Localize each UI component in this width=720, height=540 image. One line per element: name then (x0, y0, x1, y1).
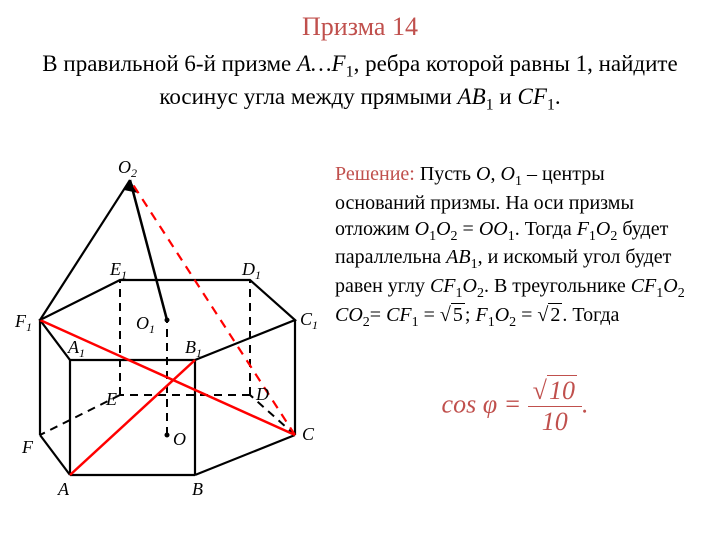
svg-text:D1: D1 (241, 259, 261, 282)
t: . Тогда (562, 304, 619, 326)
svg-text:O1: O1 (136, 313, 155, 336)
svg-text:A1: A1 (67, 337, 85, 360)
sub: 1 (515, 174, 522, 189)
sub: 1 (547, 96, 555, 113)
prism-diagram: A B C D E F A1 B1 C1 D1 E1 F1 O O1 O2 (10, 135, 330, 515)
t: . В треугольнике (484, 275, 631, 297)
var: F (577, 218, 589, 240)
svg-text:F1: F1 (14, 311, 32, 334)
problem-part: В правильной 6-й призме (42, 51, 297, 76)
eq: = (497, 389, 528, 418)
sub: 1 (486, 96, 494, 113)
sqrt-5: √5 (440, 303, 465, 329)
svg-text:D: D (255, 384, 269, 404)
phi: φ (483, 389, 497, 418)
var: O (463, 275, 477, 297)
sub: 2 (451, 229, 458, 244)
svg-text:A: A (57, 479, 70, 499)
problem-text: В правильной 6-й призме A…F1, ребра кото… (30, 50, 690, 115)
slide-title: Призма 14 (0, 12, 720, 42)
t: = (458, 218, 479, 240)
sub: 1 (456, 286, 463, 301)
var: A…F (297, 51, 346, 76)
var: CO (335, 304, 363, 326)
svg-text:B: B (192, 479, 203, 499)
var: O (596, 218, 610, 240)
var: AB (446, 246, 470, 268)
sub: 1 (488, 315, 495, 330)
t: ; (465, 304, 476, 326)
sub: 1 (346, 64, 354, 81)
dot: . (582, 389, 589, 418)
t: = (516, 304, 537, 326)
problem-part: и (494, 84, 518, 109)
t: = (370, 304, 386, 326)
var: O (495, 304, 509, 326)
var: OO (479, 218, 508, 240)
var: CF (517, 84, 546, 109)
sub: 1 (589, 229, 596, 244)
t: , (491, 163, 501, 185)
svg-text:O2: O2 (118, 157, 137, 180)
var: AB (458, 84, 486, 109)
svg-text:O: O (173, 429, 186, 449)
var: CF (430, 275, 456, 297)
var: O (501, 163, 515, 185)
sub: 2 (678, 286, 685, 301)
t: = (419, 304, 440, 326)
result-formula: cos φ = √10 10 . (335, 378, 695, 435)
cos: cos (442, 389, 477, 418)
t: . Тогда (515, 218, 577, 240)
sqrt-2: √2 (537, 303, 562, 329)
svg-text:E: E (105, 389, 117, 409)
svg-text:C1: C1 (300, 309, 318, 332)
var: CF (631, 275, 657, 297)
sub: 2 (477, 286, 484, 301)
t: Пусть (415, 163, 476, 185)
var: F (475, 304, 487, 326)
var: O (476, 163, 490, 185)
var: O (663, 275, 677, 297)
svg-text:E1: E1 (109, 259, 127, 282)
var: O (415, 218, 429, 240)
sub: 1 (412, 315, 419, 330)
problem-part: . (555, 84, 561, 109)
svg-text:C: C (302, 424, 315, 444)
solution-lead: Решение: (335, 163, 415, 185)
sub: 2 (363, 315, 370, 330)
var: O (436, 218, 450, 240)
fraction: √10 10 (528, 378, 582, 435)
svg-text:F: F (21, 437, 34, 457)
sub: 1 (508, 229, 515, 244)
sub: 1 (471, 257, 478, 272)
svg-text:B1: B1 (185, 337, 202, 360)
solution-text: Решение: Пусть O, O1 – центры оснований … (335, 162, 695, 332)
var: CF (386, 304, 412, 326)
